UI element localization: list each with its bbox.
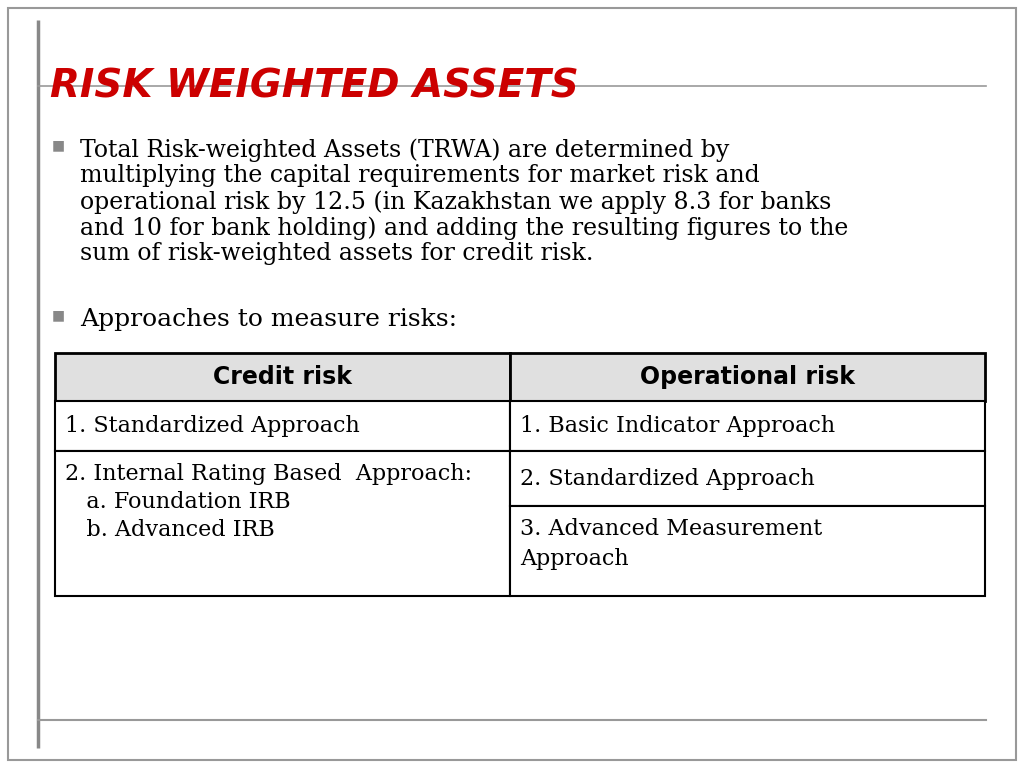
Text: and 10 for bank holding) and adding the resulting figures to the: and 10 for bank holding) and adding the … (80, 216, 848, 240)
Text: Operational risk: Operational risk (640, 365, 855, 389)
Text: a. Foundation IRB: a. Foundation IRB (65, 491, 291, 513)
Text: Total Risk-weighted Assets (TRWA) are determined by: Total Risk-weighted Assets (TRWA) are de… (80, 138, 729, 161)
FancyBboxPatch shape (55, 401, 510, 451)
Text: Approaches to measure risks:: Approaches to measure risks: (80, 308, 457, 331)
Text: ■: ■ (52, 138, 66, 152)
Text: 1. Basic Indicator Approach: 1. Basic Indicator Approach (520, 415, 836, 437)
Text: b. Advanced IRB: b. Advanced IRB (65, 519, 274, 541)
Text: operational risk by 12.5 (in Kazakhstan we apply 8.3 for banks: operational risk by 12.5 (in Kazakhstan … (80, 190, 831, 214)
FancyBboxPatch shape (510, 451, 985, 506)
Text: 2. Standardized Approach: 2. Standardized Approach (520, 468, 815, 489)
Text: sum of risk-weighted assets for credit risk.: sum of risk-weighted assets for credit r… (80, 242, 594, 265)
Text: 3. Advanced Measurement
Approach: 3. Advanced Measurement Approach (520, 518, 822, 571)
Text: multiplying the capital requirements for market risk and: multiplying the capital requirements for… (80, 164, 760, 187)
Text: ■: ■ (52, 308, 66, 322)
Text: Credit risk: Credit risk (213, 365, 352, 389)
FancyBboxPatch shape (55, 353, 510, 401)
FancyBboxPatch shape (510, 506, 985, 596)
FancyBboxPatch shape (510, 401, 985, 451)
Text: 2. Internal Rating Based  Approach:: 2. Internal Rating Based Approach: (65, 463, 472, 485)
FancyBboxPatch shape (55, 451, 510, 596)
Text: 1. Standardized Approach: 1. Standardized Approach (65, 415, 359, 437)
FancyBboxPatch shape (510, 353, 985, 401)
Text: RISK WEIGHTED ASSETS: RISK WEIGHTED ASSETS (50, 68, 579, 106)
